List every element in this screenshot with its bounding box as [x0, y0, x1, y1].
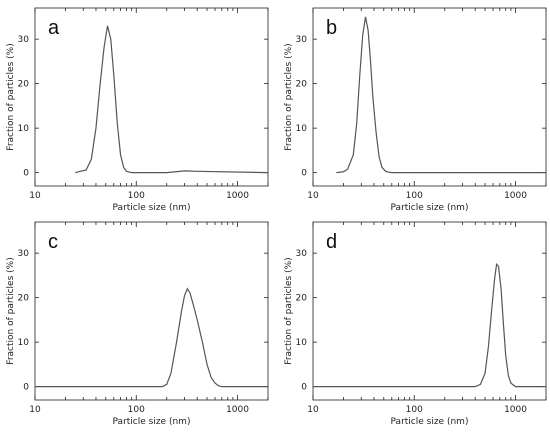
y-tick-label: 10: [18, 124, 30, 134]
x-axis-label: Particle size (nm): [113, 417, 191, 427]
x-tick-label: 100: [128, 405, 145, 415]
x-tick-label: 1000: [504, 405, 527, 415]
panel-letter: a: [48, 17, 60, 39]
y-tick-label: 30: [296, 35, 308, 45]
series-line: [75, 25, 269, 174]
x-tick-label: 1000: [504, 191, 527, 201]
x-tick-label: 10: [29, 191, 41, 201]
y-tick-label: 20: [296, 80, 308, 90]
x-tick-label: 1000: [226, 405, 249, 415]
y-tick-label: 20: [18, 294, 30, 304]
y-tick-label: 10: [296, 338, 308, 348]
x-tick-label: 1000: [226, 191, 249, 201]
plot-frame: [312, 221, 547, 401]
y-tick-label: 20: [18, 80, 30, 90]
y-tick-label: 0: [301, 383, 307, 393]
series-line: [35, 287, 268, 388]
x-tick-label: 100: [406, 405, 423, 415]
series-line: [313, 262, 546, 388]
y-tick-label: 30: [296, 249, 308, 259]
x-axis-label: Particle size (nm): [113, 203, 191, 213]
y-axis-label: Fraction of particles (%): [6, 257, 16, 364]
plot-frame: [34, 221, 269, 401]
y-axis-label: Fraction of particles (%): [284, 257, 294, 364]
x-tick-label: 10: [307, 405, 319, 415]
x-tick-label: 100: [128, 191, 145, 201]
x-tick-label: 100: [406, 191, 423, 201]
y-tick-label: 10: [296, 124, 308, 134]
x-tick-label: 10: [307, 191, 319, 201]
y-tick-label: 10: [18, 338, 30, 348]
y-tick-label: 30: [18, 249, 30, 259]
plot-frame: [34, 7, 269, 187]
y-tick-label: 0: [301, 169, 307, 179]
plot-frame: [312, 7, 547, 187]
panel-letter: c: [48, 231, 58, 253]
y-axis-label: Fraction of particles (%): [6, 43, 16, 150]
panel-letter: b: [326, 17, 337, 39]
series-line: [336, 16, 546, 174]
y-tick-label: 0: [23, 169, 29, 179]
x-tick-label: 10: [29, 405, 41, 415]
chart-panel-d: 10 100 1000 0 10 20 30 Particle size (nm) Fracti…: [284, 221, 547, 427]
chart-panel-c: 10 100 1000 0 10 20 30 Particle size (nm) Fracti…: [6, 221, 269, 427]
chart-panel-a: 10 100 1000 0 10 20 30 Particle size (nm) Fracti…: [6, 7, 269, 213]
x-axis-label: Particle size (nm): [391, 417, 469, 427]
panel-letter: d: [326, 231, 337, 253]
y-axis-label: Fraction of particles (%): [284, 43, 294, 150]
y-tick-label: 20: [296, 294, 308, 304]
chart-panel-b: 10 100 1000 0 10 20 30 Particle size (nm) Fracti…: [284, 7, 547, 213]
y-tick-label: 30: [18, 35, 30, 45]
x-axis-label: Particle size (nm): [391, 203, 469, 213]
y-tick-label: 0: [23, 383, 29, 393]
